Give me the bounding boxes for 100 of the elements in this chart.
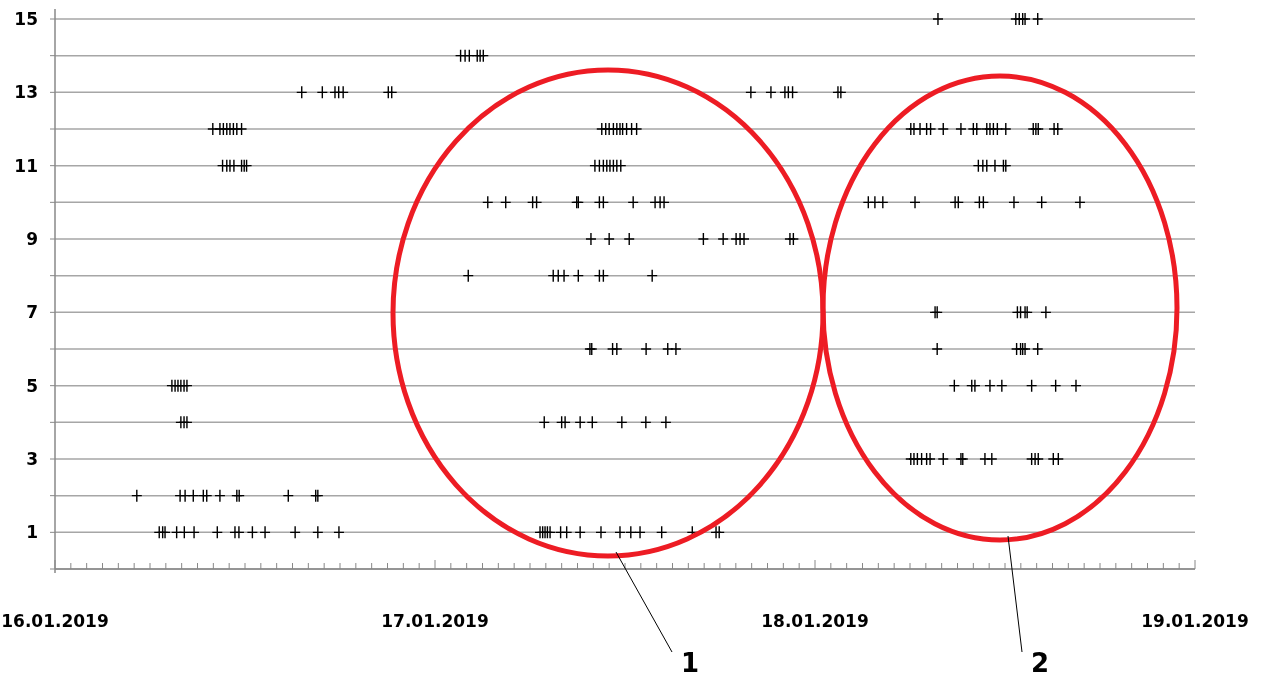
point — [603, 232, 615, 246]
point — [670, 342, 682, 356]
point — [586, 415, 598, 430]
point — [630, 122, 643, 136]
y-tick-label: 13 — [14, 82, 38, 103]
point — [1074, 195, 1086, 210]
point — [246, 525, 259, 540]
point — [538, 415, 550, 430]
point — [574, 415, 586, 430]
point — [595, 525, 607, 540]
point — [178, 525, 191, 540]
point — [1052, 452, 1065, 466]
point — [662, 342, 674, 356]
point — [560, 525, 573, 540]
y-tick-label: 7 — [26, 302, 38, 323]
point — [614, 525, 626, 540]
point — [655, 525, 668, 540]
point — [717, 232, 729, 246]
point — [1032, 342, 1044, 356]
point — [937, 452, 949, 466]
point — [745, 85, 757, 100]
point — [214, 488, 226, 503]
point — [984, 378, 996, 393]
point — [625, 525, 637, 540]
point — [981, 158, 993, 173]
point — [572, 268, 584, 283]
point — [660, 415, 672, 430]
y-tick-label: 9 — [26, 228, 38, 249]
point — [312, 525, 324, 540]
point — [623, 232, 635, 246]
point — [786, 85, 799, 100]
point — [179, 488, 191, 503]
point — [597, 195, 610, 210]
x-tick-label: 18.01.2019 — [761, 611, 869, 631]
point — [500, 195, 512, 210]
y-tick-label: 15 — [14, 8, 38, 29]
y-tick-label: 3 — [26, 448, 38, 469]
point — [977, 195, 990, 210]
point — [333, 525, 345, 540]
point — [1035, 195, 1048, 210]
point — [955, 122, 967, 136]
point — [597, 268, 610, 283]
point — [228, 158, 240, 173]
point — [259, 525, 271, 540]
point — [627, 195, 639, 210]
point — [574, 525, 586, 540]
point — [316, 85, 329, 100]
point — [559, 415, 571, 430]
point — [482, 195, 494, 210]
point — [386, 85, 398, 100]
point — [971, 122, 983, 136]
x-tick-label: 17.01.2019 — [381, 611, 489, 631]
point — [787, 232, 800, 246]
point — [233, 525, 245, 540]
point — [1032, 12, 1044, 26]
point — [282, 488, 294, 503]
point — [530, 195, 543, 210]
point — [937, 122, 949, 136]
point — [909, 195, 921, 210]
point — [1070, 378, 1082, 393]
point — [201, 488, 213, 503]
y-tick-label: 11 — [14, 155, 38, 176]
point — [1040, 305, 1052, 320]
point — [640, 342, 652, 356]
point — [558, 268, 570, 283]
point — [1008, 195, 1020, 210]
x-tick-label: 16.01.2019 — [1, 611, 109, 631]
point — [924, 452, 936, 466]
point — [634, 525, 646, 540]
point — [131, 488, 143, 503]
point — [948, 378, 961, 393]
point — [1025, 378, 1038, 393]
point — [187, 488, 199, 503]
point — [765, 85, 777, 100]
point — [615, 158, 627, 173]
point — [877, 195, 889, 210]
point — [646, 268, 658, 283]
point — [462, 268, 474, 283]
point — [585, 232, 597, 246]
point — [296, 85, 308, 100]
point — [1052, 122, 1064, 136]
text: 1 — [680, 648, 700, 677]
y-tick-label: 5 — [26, 375, 38, 396]
point — [924, 122, 937, 136]
point — [616, 415, 628, 430]
point — [931, 342, 943, 356]
point — [869, 195, 881, 210]
point — [989, 158, 1001, 173]
point — [1049, 378, 1062, 393]
point — [996, 378, 1008, 393]
point — [640, 415, 652, 430]
point — [697, 232, 710, 246]
point — [289, 525, 301, 540]
point — [986, 452, 998, 466]
point — [188, 525, 200, 540]
point — [211, 525, 223, 540]
point — [932, 12, 944, 26]
text: 2 — [1030, 648, 1050, 677]
point — [337, 85, 349, 100]
point — [1000, 122, 1012, 136]
